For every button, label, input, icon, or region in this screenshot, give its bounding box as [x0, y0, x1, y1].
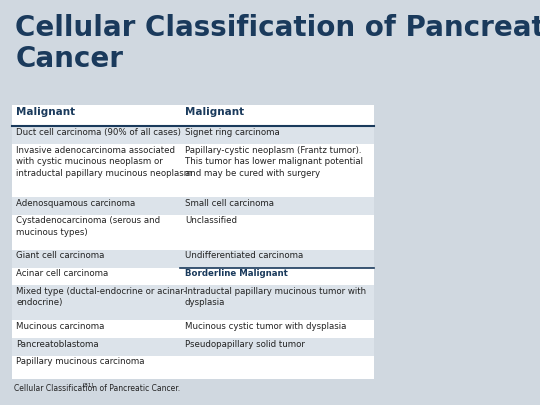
- Text: [81]: [81]: [82, 382, 93, 387]
- Text: Invasive adenocarcinoma associated
with cystic mucinous neoplasm or
intraductal : Invasive adenocarcinoma associated with …: [16, 146, 192, 177]
- Bar: [11, 285, 374, 320]
- Bar: [11, 105, 374, 379]
- Text: Intraductal papillary mucinous tumor with
dysplasia: Intraductal papillary mucinous tumor wit…: [185, 287, 366, 307]
- Bar: [11, 356, 374, 373]
- Text: Pancreatoblastoma: Pancreatoblastoma: [16, 340, 99, 349]
- Text: Papillary mucinous carcinoma: Papillary mucinous carcinoma: [16, 357, 145, 367]
- Bar: [11, 197, 374, 215]
- Text: Small cell carcinoma: Small cell carcinoma: [185, 198, 274, 207]
- Text: Malignant: Malignant: [16, 107, 76, 117]
- Text: Mucinous cystic tumor with dysplasia: Mucinous cystic tumor with dysplasia: [185, 322, 346, 331]
- Text: Unclassified: Unclassified: [185, 216, 237, 225]
- Bar: [11, 215, 374, 250]
- Text: Giant cell carcinoma: Giant cell carcinoma: [16, 252, 105, 260]
- Text: Cellular Classification of Pancreatic Cancer.: Cellular Classification of Pancreatic Ca…: [14, 384, 180, 392]
- Text: Malignant: Malignant: [185, 107, 244, 117]
- Text: Cystadenocarcinoma (serous and
mucinous types): Cystadenocarcinoma (serous and mucinous …: [16, 216, 160, 237]
- Bar: [11, 250, 374, 268]
- Text: Cellular Classification of Pancreatic
Cancer: Cellular Classification of Pancreatic Ca…: [16, 14, 540, 73]
- Bar: [11, 126, 374, 144]
- Text: Duct cell carcinoma (90% of all cases): Duct cell carcinoma (90% of all cases): [16, 128, 181, 137]
- Text: Acinar cell carcinoma: Acinar cell carcinoma: [16, 269, 109, 278]
- Text: Mixed type (ductal-endocrine or acinar-
endocrine): Mixed type (ductal-endocrine or acinar- …: [16, 287, 187, 307]
- Text: Pseudopapillary solid tumor: Pseudopapillary solid tumor: [185, 340, 305, 349]
- Bar: [11, 268, 374, 285]
- Text: Papillary-cystic neoplasm (Frantz tumor).
This tumor has lower malignant potenti: Papillary-cystic neoplasm (Frantz tumor)…: [185, 146, 363, 177]
- Text: Undifferentiated carcinoma: Undifferentiated carcinoma: [185, 252, 303, 260]
- Bar: [11, 320, 374, 338]
- Bar: [11, 144, 374, 197]
- Bar: [11, 338, 374, 356]
- Text: Mucinous carcinoma: Mucinous carcinoma: [16, 322, 105, 331]
- Text: Adenosquamous carcinoma: Adenosquamous carcinoma: [16, 198, 136, 207]
- Text: Borderline Malignant: Borderline Malignant: [185, 269, 288, 278]
- Text: Signet ring carcinoma: Signet ring carcinoma: [185, 128, 280, 137]
